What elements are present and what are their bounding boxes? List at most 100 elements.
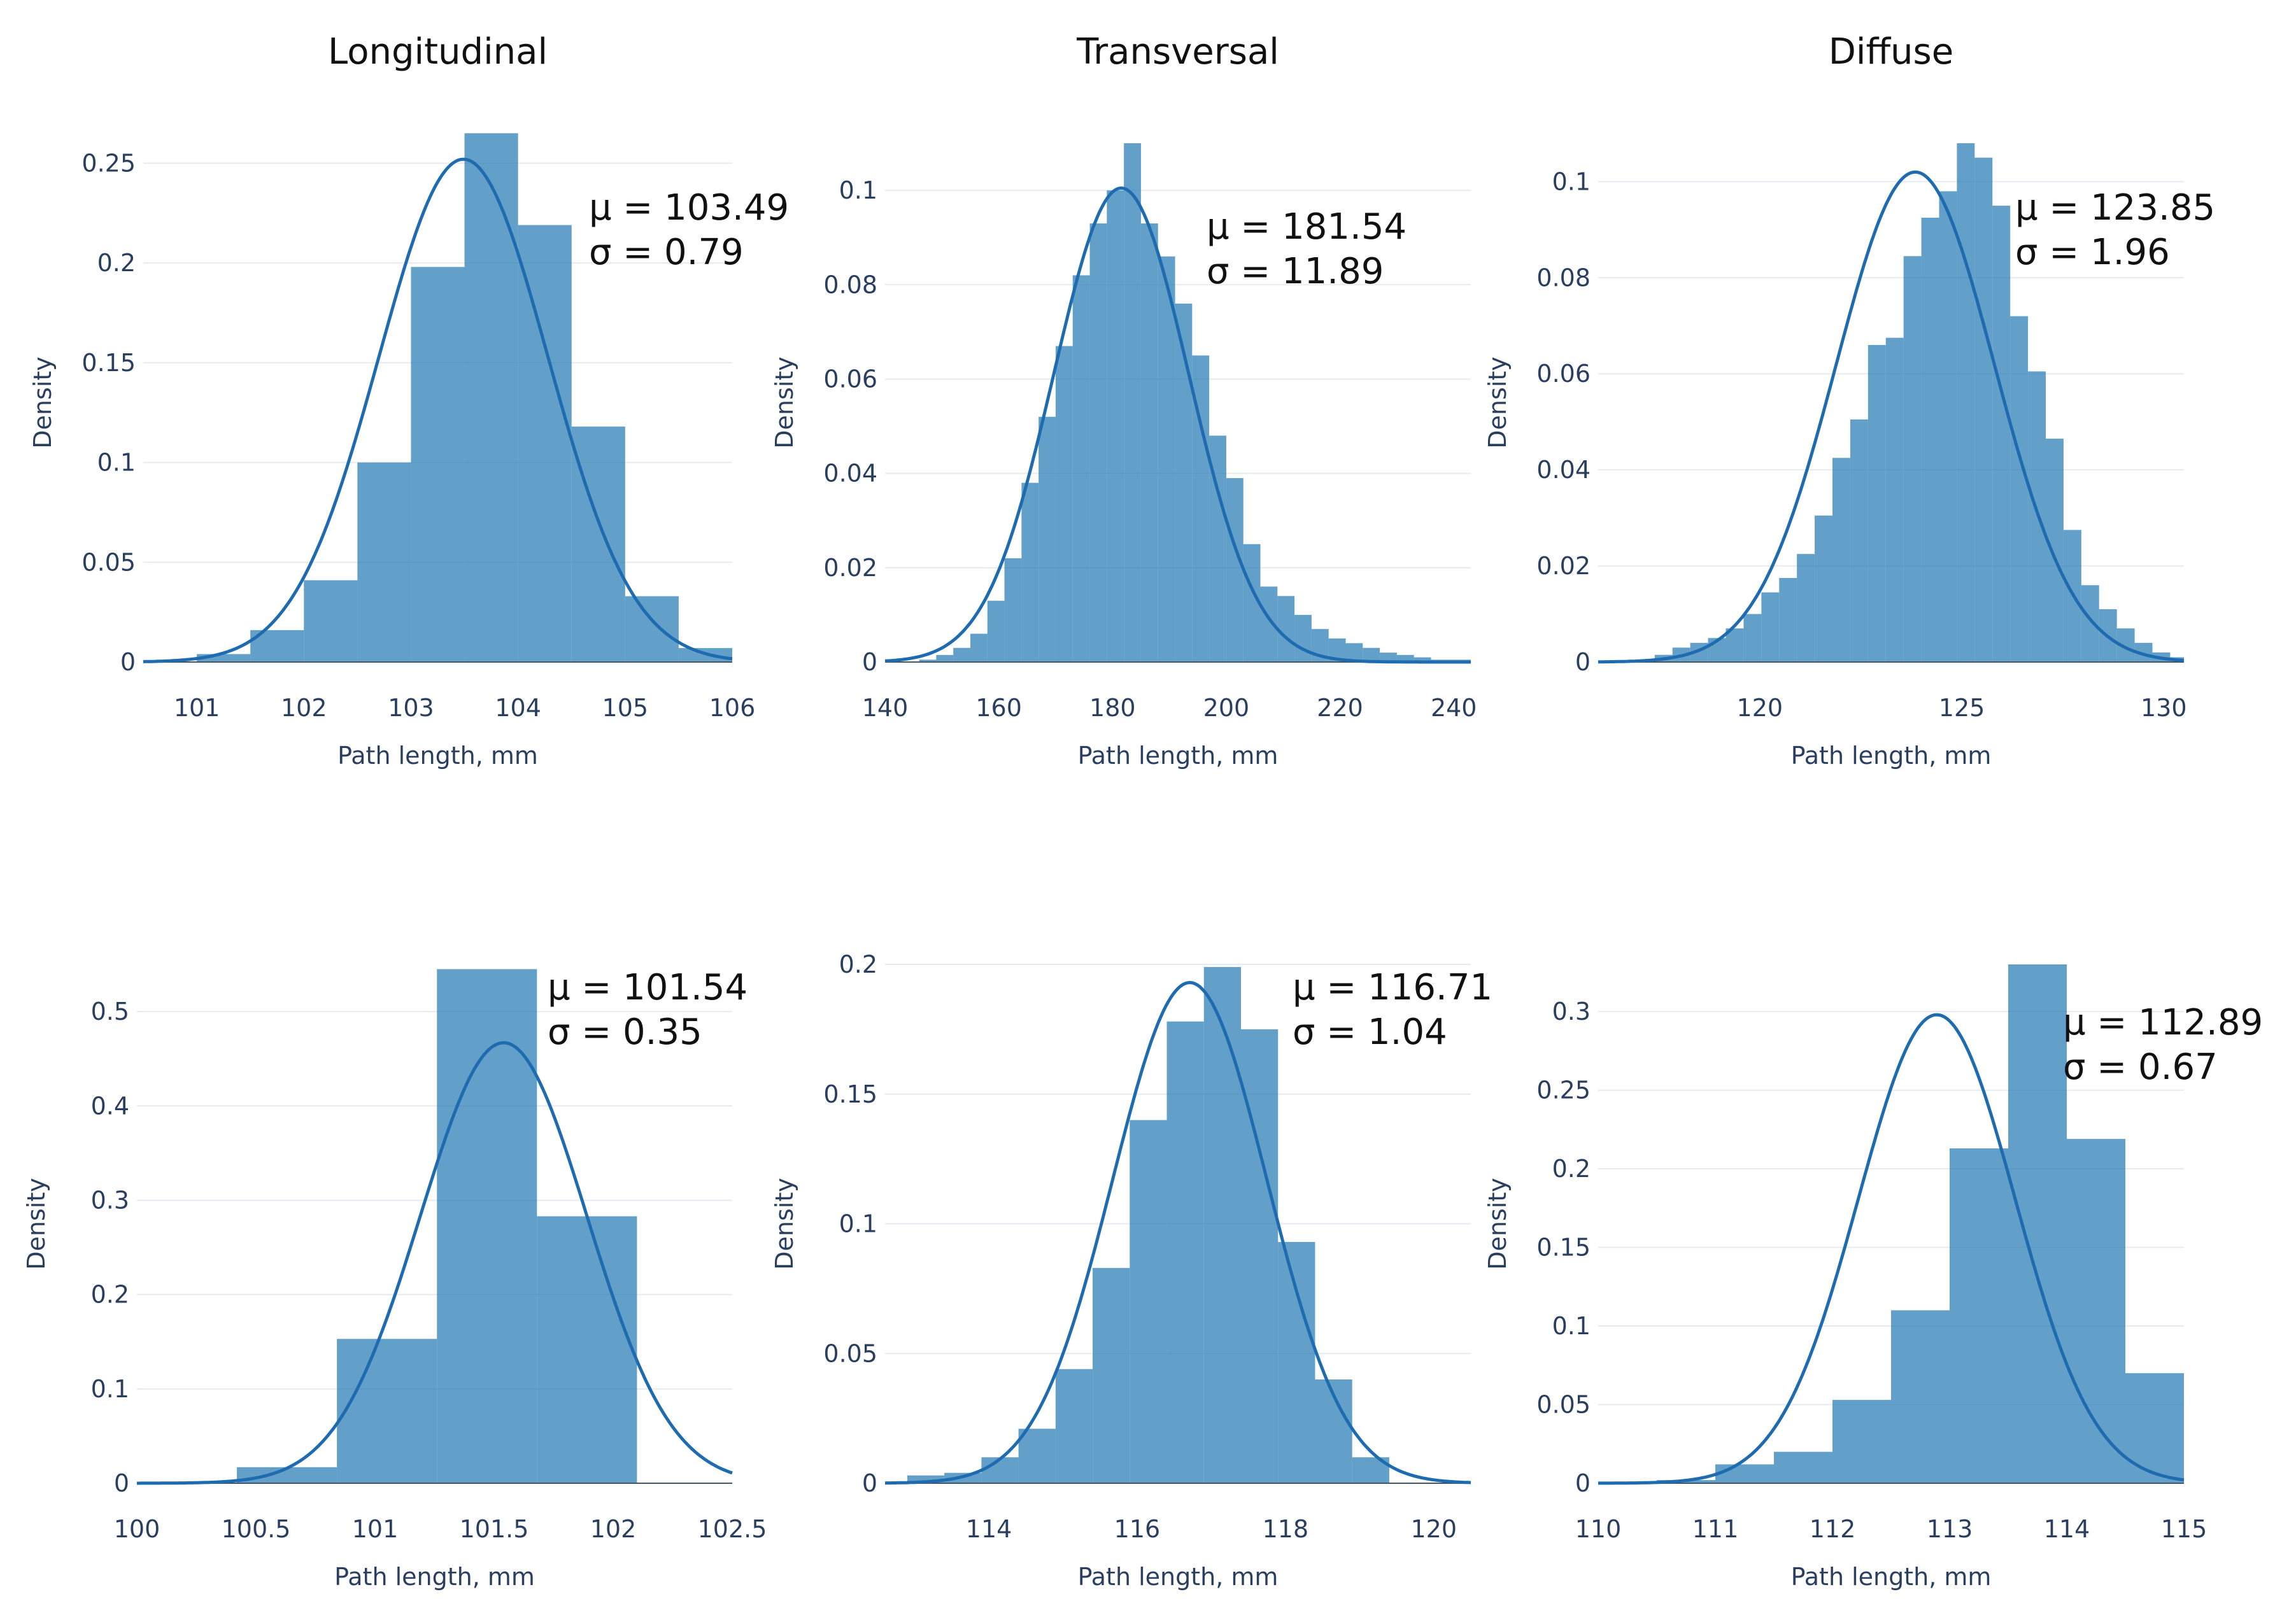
y-tick-label: 0.1 (1552, 1312, 1591, 1340)
x-tick-label: 114 (966, 1515, 1012, 1543)
x-axis-label: Path length, mm (1078, 742, 1279, 770)
x-tick-label: 130 (2141, 694, 2187, 722)
histogram-bar (1850, 419, 1868, 662)
histogram-bar (1891, 1310, 1950, 1483)
histogram-bar (1957, 143, 1975, 662)
histogram-bar (304, 580, 358, 662)
histogram-bar (1038, 416, 1056, 662)
mu-annotation: μ = 101.54 (548, 967, 748, 1008)
histogram-bar (1779, 577, 1797, 662)
x-tick-label: 160 (975, 694, 1022, 722)
histogram-bar (981, 1457, 1019, 1483)
histogram-bar (1175, 303, 1193, 663)
y-tick-label: 0 (1575, 1469, 1591, 1497)
y-tick-label: 0.08 (1536, 264, 1591, 292)
y-tick-label: 0.25 (1536, 1076, 1591, 1104)
y-tick-label: 0.5 (91, 998, 129, 1026)
histogram-bar (1140, 223, 1158, 662)
x-tick-label: 113 (1927, 1515, 1973, 1543)
histogram-bar (1832, 1400, 1891, 1483)
histogram-bar (970, 633, 988, 662)
x-tick-label: 102 (590, 1515, 637, 1543)
x-tick-label: 240 (1431, 694, 1477, 722)
y-tick-label: 0.06 (1536, 360, 1591, 388)
y-tick-label: 0 (114, 1469, 129, 1497)
histogram-bar (1055, 1369, 1093, 1483)
x-tick-label: 101 (174, 694, 220, 722)
y-tick-label: 0.04 (1536, 456, 1591, 484)
x-axis-label: Path length, mm (1078, 1563, 1279, 1591)
histogram-bar (1396, 654, 1414, 662)
histogram-bar (1158, 256, 1175, 662)
sigma-annotation: σ = 11.89 (1207, 251, 1384, 292)
normal-fit-curve (884, 980, 1471, 1485)
histogram-bar (2028, 371, 2046, 662)
y-tick-label: 0.3 (91, 1186, 129, 1214)
subplot-1: 0 0.05 0.1 0.15 0.2 0.25 101 102 103 104 105 106 Pat… (29, 31, 789, 770)
histogram-bar (1130, 1120, 1167, 1483)
histogram-bar (411, 267, 465, 662)
y-tick-label: 0.1 (839, 1210, 877, 1238)
x-axis-label: Path length, mm (337, 742, 538, 770)
subplot-6: 0 0.05 0.1 0.15 0.2 0.25 0.3 110 111 112 113 114 115… (1484, 964, 2263, 1591)
histogram-bar (1294, 614, 1312, 662)
histogram-bar (625, 596, 679, 662)
histogram-bar (1363, 647, 1380, 662)
x-tick-label: 118 (1263, 1515, 1309, 1543)
sigma-annotation: σ = 0.67 (2063, 1047, 2218, 1088)
subplot-5: 0 0.05 0.1 0.15 0.2 114 116 118 120 Path length, … (770, 950, 1492, 1591)
histogram-bar (1797, 554, 1815, 662)
sigma-annotation: σ = 0.35 (548, 1012, 702, 1053)
histogram-bar (1166, 1021, 1204, 1483)
mu-annotation: μ = 112.89 (2063, 1002, 2263, 1043)
histogram-bar (1277, 596, 1295, 662)
mu-annotation: μ = 181.54 (1207, 206, 1407, 248)
y-axis-label: Density (22, 1178, 50, 1269)
y-axis-label: Density (770, 1178, 798, 1269)
histogram-bar (1124, 143, 1141, 662)
sigma-annotation: σ = 0.79 (589, 232, 744, 273)
y-axis-label: Density (29, 356, 57, 448)
y-axis-label: Density (770, 356, 798, 448)
histogram-bar (1414, 657, 1431, 662)
x-tick-label: 106 (709, 694, 756, 722)
histogram-bar (987, 600, 1005, 662)
y-tick-label: 0.08 (823, 271, 877, 299)
y-tick-label: 0.1 (1552, 167, 1591, 195)
x-tick-label: 112 (1810, 1515, 1856, 1543)
x-tick-label: 140 (862, 694, 909, 722)
y-tick-label: 0.05 (823, 1339, 877, 1367)
y-tick-label: 0.05 (81, 548, 136, 576)
x-tick-label: 115 (2161, 1515, 2207, 1543)
sigma-annotation: σ = 1.04 (1293, 1012, 1447, 1053)
y-axis-label: Density (1484, 1178, 1512, 1269)
x-axis-label: Path length, mm (334, 1563, 535, 1591)
x-tick-label: 105 (602, 694, 649, 722)
x-tick-label: 101 (352, 1515, 399, 1543)
histogram-bar (1950, 1148, 2008, 1483)
x-tick-label: 101.5 (460, 1515, 529, 1543)
sigma-annotation: σ = 1.96 (2015, 232, 2170, 273)
histogram-bar (537, 1216, 637, 1483)
y-axis-label: Density (1484, 356, 1512, 448)
subplot-4: 0 0.1 0.2 0.3 0.4 0.5 100 100.5 101 101.5 102 102.5… (22, 967, 767, 1591)
subplot-title: Transversal (1076, 31, 1279, 73)
y-tick-label: 0.15 (823, 1080, 877, 1108)
histogram-bar (1774, 1451, 1832, 1483)
histogram-bar (464, 133, 518, 663)
histogram-bar (1226, 478, 1244, 662)
x-axis-label: Path length, mm (1791, 742, 1992, 770)
histogram-bar (1093, 1267, 1130, 1483)
x-tick-label: 120 (1737, 694, 1783, 722)
histogram-bar (1903, 256, 1922, 662)
x-tick-label: 100 (114, 1515, 160, 1543)
y-tick-label: 0.2 (97, 249, 136, 277)
histogram-bar (919, 659, 937, 662)
histogram-bar (2010, 316, 2029, 663)
y-tick-label: 0.1 (91, 1375, 129, 1403)
histogram-bar (2008, 964, 2067, 1483)
y-tick-label: 0.05 (1536, 1391, 1591, 1419)
histogram-bar (2046, 439, 2064, 662)
histogram-bar (1089, 223, 1107, 662)
